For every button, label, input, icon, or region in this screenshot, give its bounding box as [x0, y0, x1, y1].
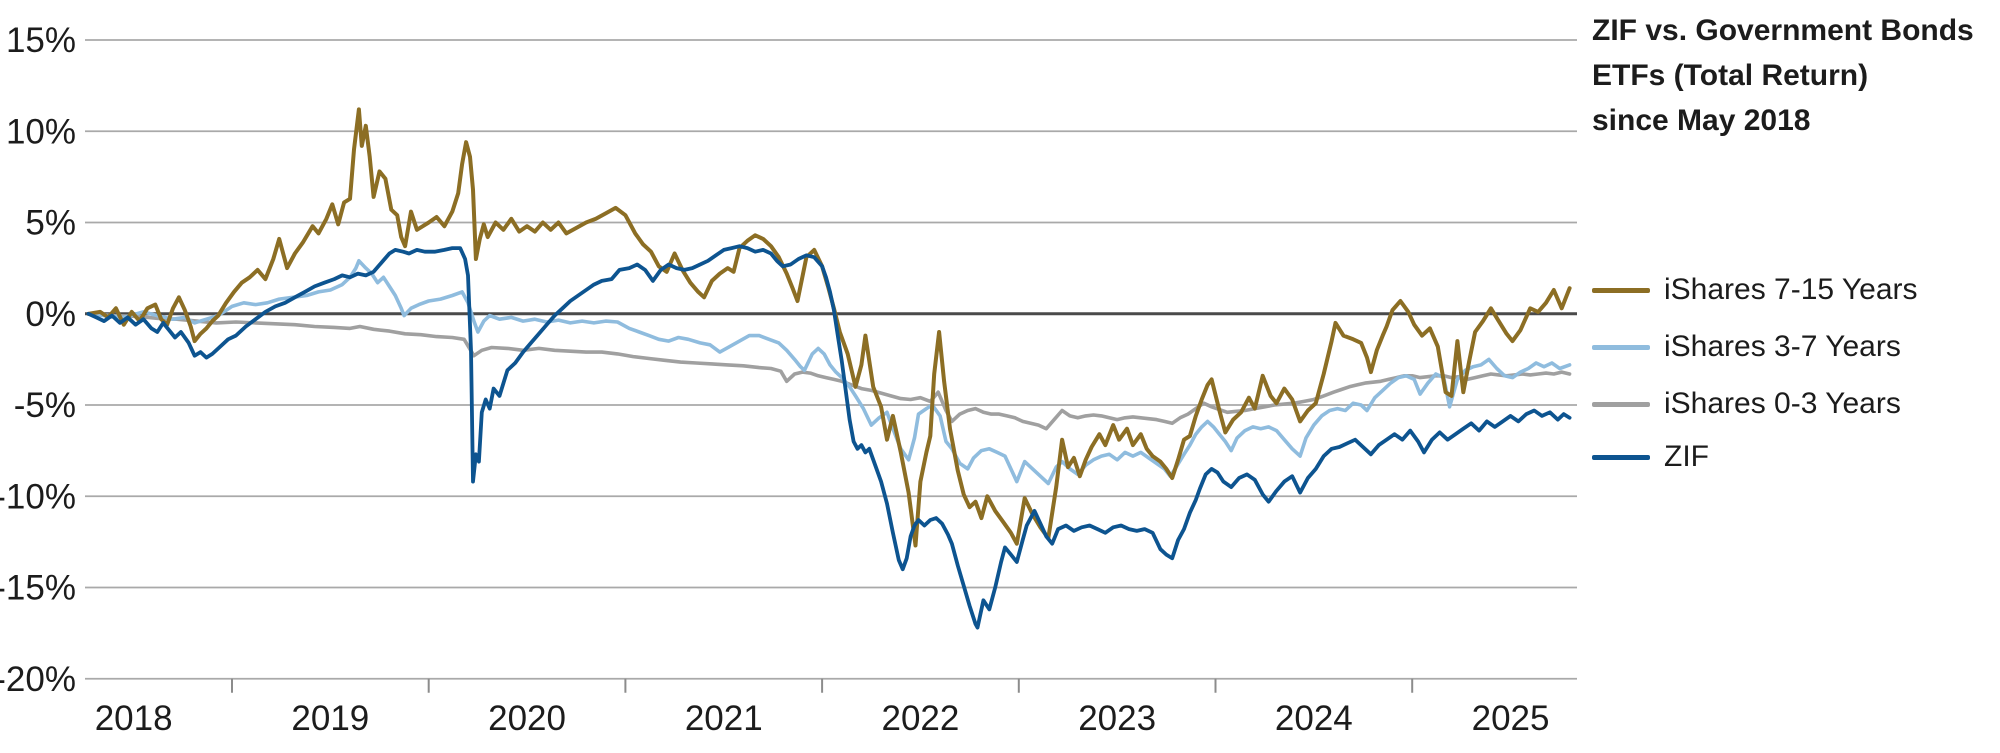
chart-title-line-1: ZIF vs. Government Bonds [1592, 14, 1974, 47]
chart-title-line-3: since May 2018 [1592, 104, 1811, 137]
x-axis-label-2025: 2025 [1472, 699, 1550, 738]
y-axis-label-15: 15% [6, 21, 76, 60]
legend-label: ZIF [1664, 440, 1709, 473]
series-line-ishares-3-7-years [86, 258, 1572, 486]
legend-label: iShares 7-15 Years [1664, 273, 1918, 306]
legend-item-ishares-7-15-years[interactable]: iShares 7-15 Years [1592, 273, 1918, 307]
x-axis-label-2023: 2023 [1078, 699, 1156, 738]
y-axis-label--20: -20% [0, 660, 76, 699]
legend-item-zif[interactable]: ZIF [1592, 440, 1709, 474]
line-swatch-gold-icon [1592, 287, 1650, 293]
y-axis-label-0: 0% [25, 295, 76, 334]
chart-title-line-2: ETFs (Total Return) [1592, 59, 1869, 92]
y-axis-labels: 15% 10% 5% 0% -5% -10% -15% -20% [0, 21, 76, 699]
y-axis-label--5: -5% [14, 386, 76, 425]
line-swatch-gray-icon [1592, 401, 1650, 407]
y-axis-label-10: 10% [6, 112, 76, 151]
line-swatch-dark-blue-icon [1592, 454, 1650, 460]
line-swatch-light-blue-icon [1592, 344, 1650, 350]
legend-label: iShares 3-7 Years [1664, 330, 1901, 363]
x-axis-label-2024: 2024 [1275, 699, 1353, 738]
series-line-zif [86, 244, 1572, 630]
x-axis-label-2020: 2020 [488, 699, 566, 738]
x-axis-label-2018: 2018 [95, 699, 173, 738]
y-axis-label--10: -10% [0, 477, 76, 516]
x-axis-ticks [231, 678, 1414, 693]
data-series [86, 107, 1572, 630]
legend-item-ishares-3-7-years[interactable]: iShares 3-7 Years [1592, 330, 1901, 364]
legend-label: iShares 0-3 Years [1664, 387, 1901, 420]
gridlines [85, 39, 1577, 680]
x-axis-labels: 2018 2019 2020 2021 2022 2023 2024 2025 [95, 699, 1550, 738]
x-axis-label-2021: 2021 [685, 699, 763, 738]
legend-item-ishares-0-3-years[interactable]: iShares 0-3 Years [1592, 387, 1901, 421]
x-axis-label-2019: 2019 [291, 699, 369, 738]
y-axis-label-5: 5% [25, 204, 76, 243]
x-axis-label-2022: 2022 [882, 699, 960, 738]
y-axis-label--15: -15% [0, 569, 76, 608]
chart-title: ZIF vs. Government Bonds ETFs (Total Ret… [1592, 8, 1997, 143]
series-line-ishares-0-3-years [86, 311, 1572, 431]
